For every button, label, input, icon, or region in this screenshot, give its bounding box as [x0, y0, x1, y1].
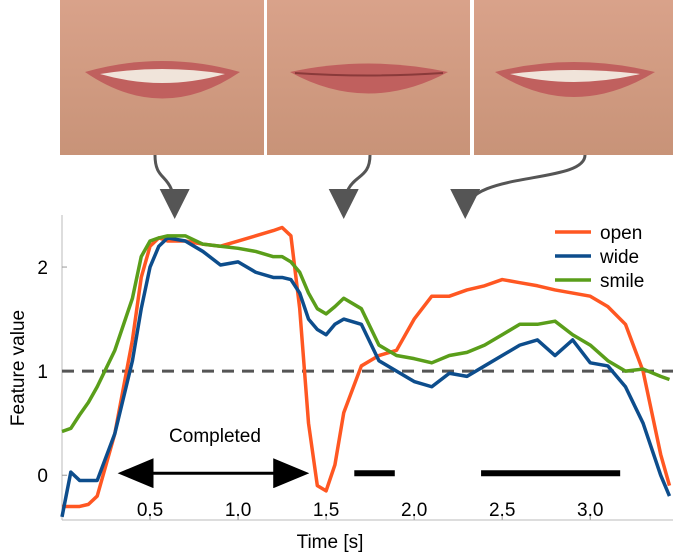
- x-axis-label: Time [s]: [297, 532, 364, 553]
- x-tick-label: 1.0: [225, 500, 251, 521]
- x-tick-label: 2.0: [401, 500, 427, 521]
- y-axis-label: Feature value: [8, 310, 29, 426]
- x-tick-label: 0.5: [137, 500, 163, 521]
- annotation: Completed: [169, 426, 261, 447]
- image-pointer: [344, 155, 370, 213]
- image-pointer: [155, 155, 175, 213]
- y-tick-label: 1: [37, 362, 48, 383]
- legend-label: wide: [599, 247, 639, 268]
- x-tick-label: 2.5: [489, 500, 515, 521]
- image-pointer: [465, 155, 585, 213]
- y-tick-label: 2: [37, 258, 48, 279]
- photos: [60, 0, 673, 155]
- y-tick-label: 0: [37, 466, 48, 487]
- figure: Completed Time [s] Feature value 0 1 2 0.5 1…: [0, 0, 673, 558]
- series-line: [62, 227, 669, 506]
- legend-label: open: [600, 223, 642, 244]
- x-tick-label: 1.5: [313, 500, 339, 521]
- legend-label: smile: [600, 271, 644, 292]
- x-tick-label: 3.0: [577, 500, 603, 521]
